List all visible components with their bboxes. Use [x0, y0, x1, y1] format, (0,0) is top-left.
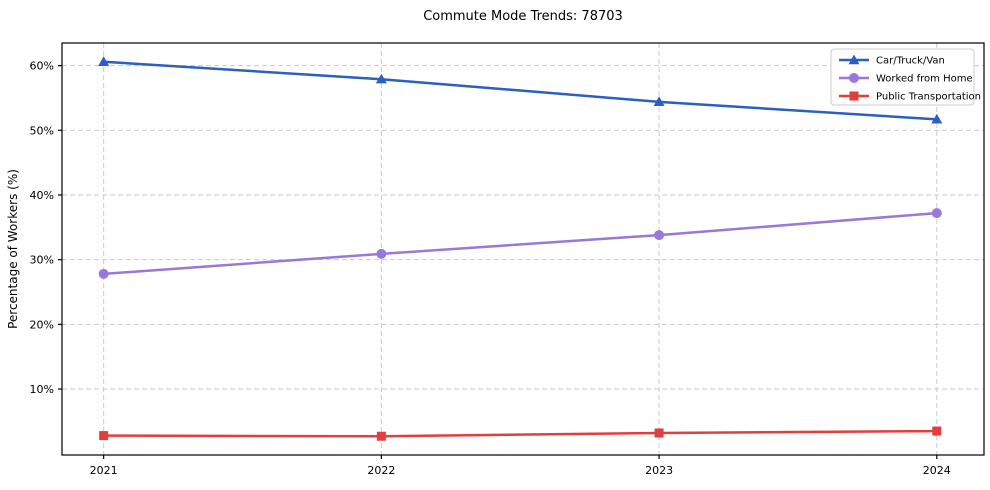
y-tick-label-40: 40% [30, 189, 54, 202]
y-tick-label-10: 10% [30, 383, 54, 396]
y-tick-label-50: 50% [30, 124, 54, 137]
data-point-car-truck-van-2023 [653, 96, 665, 107]
legend-box [830, 48, 975, 106]
x-tick-label-2021: 2021 [90, 464, 118, 477]
data-point-worked-from-home-2022 [376, 248, 387, 259]
data-point-worked-from-home-2023 [654, 230, 665, 241]
y-axis-label: Percentage of Workers (%) [6, 169, 20, 329]
legend-marker-circle [849, 73, 859, 83]
y-tick-label-30: 30% [30, 254, 54, 267]
x-tick-label-2024: 2024 [923, 464, 951, 477]
legend-marker-triangle [848, 54, 860, 65]
data-point-worked-from-home-2024 [931, 208, 942, 219]
legend-marker-square [849, 91, 859, 101]
data-point-car-truck-van-2024 [931, 113, 943, 124]
series-layer [98, 56, 943, 441]
legend-item-car-truck-van: Car/Truck/Van [839, 54, 945, 67]
data-point-public-transportation-2021 [99, 431, 109, 441]
legend: Car/Truck/Van Worked from Home Public Tran… [830, 48, 981, 106]
legend-label-worked-from-home: Worked from Home [876, 74, 973, 85]
chart-title: Commute Mode Trends: 78703 [423, 9, 623, 24]
legend-label-public-transportation: Public Transportation [876, 92, 981, 103]
plot-border [61, 42, 985, 456]
data-point-public-transportation-2024 [932, 426, 942, 436]
data-point-car-truck-van-2021 [98, 56, 110, 66]
y-tick-label-20: 20% [30, 318, 54, 331]
series-line-worked-from-home [102, 211, 939, 276]
data-point-public-transportation-2022 [376, 431, 386, 441]
data-point-public-transportation-2023 [654, 428, 664, 438]
series-line-public-transportation [102, 429, 939, 438]
grid-layer [62, 43, 984, 455]
x-tick-label-2022: 2022 [367, 464, 395, 477]
legend-label-car-truck-van: Car/Truck/Van [876, 56, 945, 67]
data-point-worked-from-home-2021 [98, 268, 109, 279]
data-point-car-truck-van-2022 [375, 73, 387, 84]
legend-item-public-transportation: Public Transportation [839, 91, 981, 103]
axes-layer: 10% 20% 30% 40% 50% 60% 2021 2022 2023 2024 [30, 42, 985, 477]
y-tick-label-60: 60% [30, 60, 54, 73]
series-line-car-truck-van [102, 60, 939, 121]
x-tick-label-2023: 2023 [645, 464, 673, 477]
legend-item-worked-from-home: Worked from Home [839, 73, 973, 85]
